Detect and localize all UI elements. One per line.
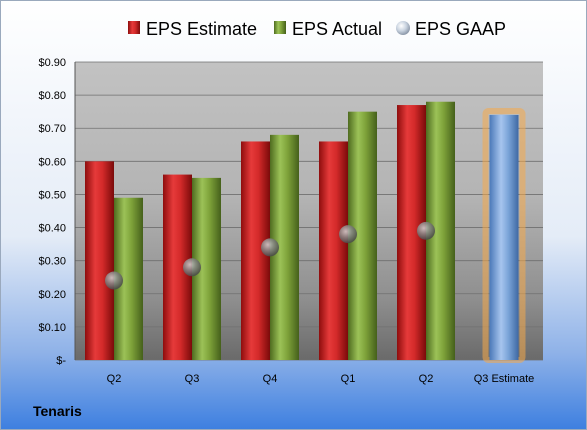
gaap-point	[417, 221, 435, 240]
y-tick-label: $0.90	[38, 57, 66, 69]
y-tick-label: $0.80	[38, 90, 66, 102]
gaap-point	[339, 225, 357, 244]
y-tick-label: $0.40	[38, 223, 66, 235]
x-axis: Q2 Q3 Q4 Q1 Q2 Q3 Estimate	[107, 373, 535, 385]
x-tick-label: Q3 Estimate	[474, 373, 535, 385]
legend-swatch-actual	[274, 21, 286, 34]
gaap-point	[105, 271, 123, 290]
y-tick-label: $0.60	[38, 156, 66, 168]
legend-swatch-estimate	[128, 21, 140, 34]
legend-swatch-gaap	[396, 21, 410, 35]
legend-label-actual: EPS Actual	[292, 19, 382, 39]
y-tick-label: $0.50	[38, 189, 66, 201]
gridlines	[74, 61, 543, 361]
y-tick-label: $0.70	[38, 123, 66, 135]
x-tick-label: Q4	[263, 373, 278, 385]
x-tick-label: Q2	[419, 373, 434, 385]
y-tick-label: $-	[56, 355, 66, 367]
y-axis: $- $0.10 $0.20 $0.30 $0.40 $0.50 $0.60 $0.70 $0.…	[38, 57, 66, 367]
gaap-point	[183, 258, 201, 277]
plot-area	[75, 62, 543, 360]
y-tick-label: $0.10	[38, 322, 66, 334]
x-tick-label: Q1	[341, 373, 356, 385]
bar-eps-estimate	[85, 161, 114, 360]
x-tick-label: Q3	[185, 373, 200, 385]
bar-projection	[489, 114, 519, 360]
y-tick-label: $0.30	[38, 256, 66, 268]
gaap-point	[261, 238, 279, 257]
bar-eps-estimate	[319, 141, 348, 360]
legend: EPS Estimate EPS Actual EPS GAAP	[128, 19, 506, 39]
legend-label-gaap: EPS GAAP	[415, 19, 506, 39]
gaap-markers	[105, 221, 435, 290]
legend-label-estimate: EPS Estimate	[146, 19, 257, 39]
bars	[85, 101, 526, 363]
company-name: Tenaris	[33, 403, 82, 419]
y-tick-label: $0.20	[38, 289, 66, 301]
x-tick-label: Q2	[107, 373, 122, 385]
